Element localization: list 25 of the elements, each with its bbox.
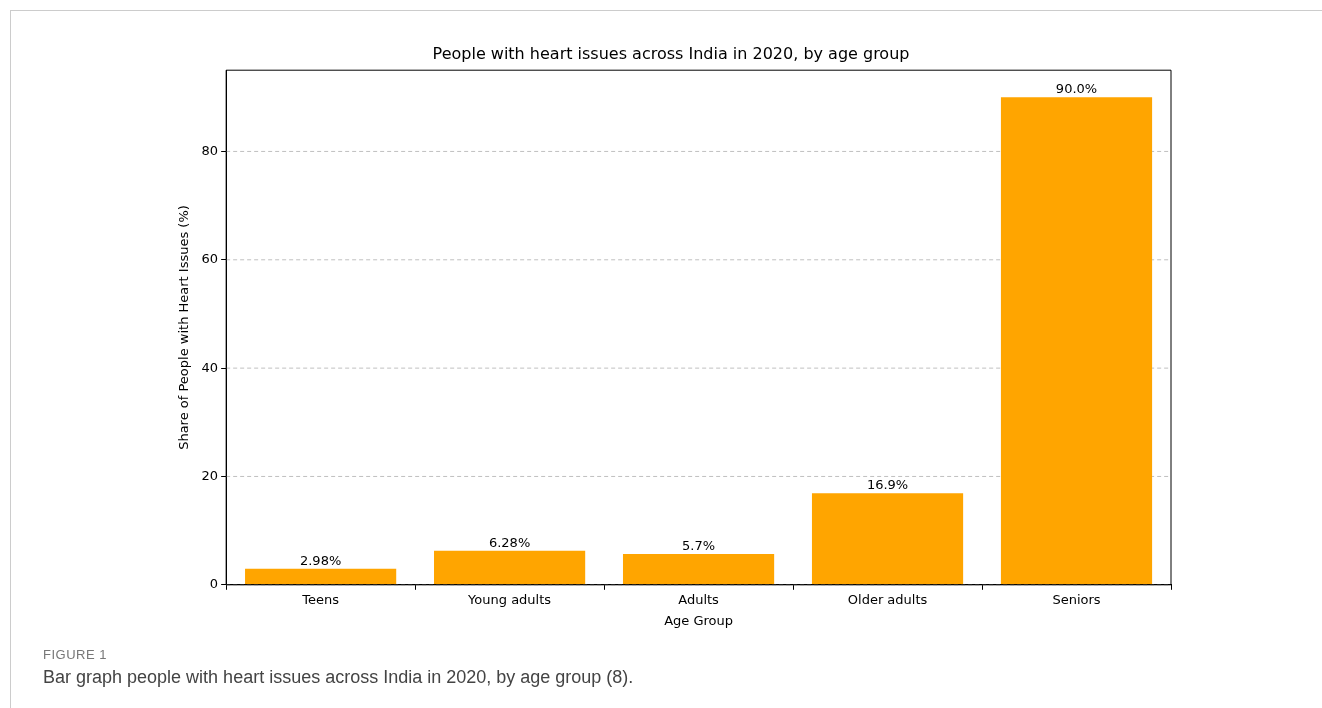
bar [811, 493, 964, 585]
x-tick-label: Seniors [1052, 591, 1101, 607]
x-tick-label: Older adults [847, 591, 928, 607]
bar [434, 550, 586, 585]
data-label: 6.28% [488, 534, 531, 550]
y-tick-label: 60 [201, 251, 219, 267]
data-label: 90.0% [1055, 81, 1098, 97]
y-tick-label: 20 [201, 467, 219, 483]
x-tick-label: Teens [301, 591, 340, 607]
y-tick-label: 0 [209, 576, 219, 592]
y-tick-label: 40 [201, 359, 219, 375]
bar [1000, 97, 1153, 585]
chart-title: People with heart issues across India in 2020, by age group [432, 43, 910, 63]
x-axis-title: Age Group [664, 612, 733, 628]
data-label: 16.9% [866, 477, 909, 493]
x-tick-label: Adults [678, 591, 720, 607]
text: Bar graph people with heart issues across India in 2020, by age group (8). [43, 667, 634, 688]
caption: FIGURE 1 [43, 647, 107, 662]
y-tick-label: 80 [201, 142, 219, 158]
x-tick-label: Young adults [467, 591, 552, 607]
bar [622, 553, 775, 585]
data-label: 2.98% [299, 552, 342, 568]
data-label: 5.7% [682, 537, 716, 553]
y-axis-title: Share of People with Heart Issues (%) [176, 205, 192, 450]
bar [245, 568, 397, 585]
